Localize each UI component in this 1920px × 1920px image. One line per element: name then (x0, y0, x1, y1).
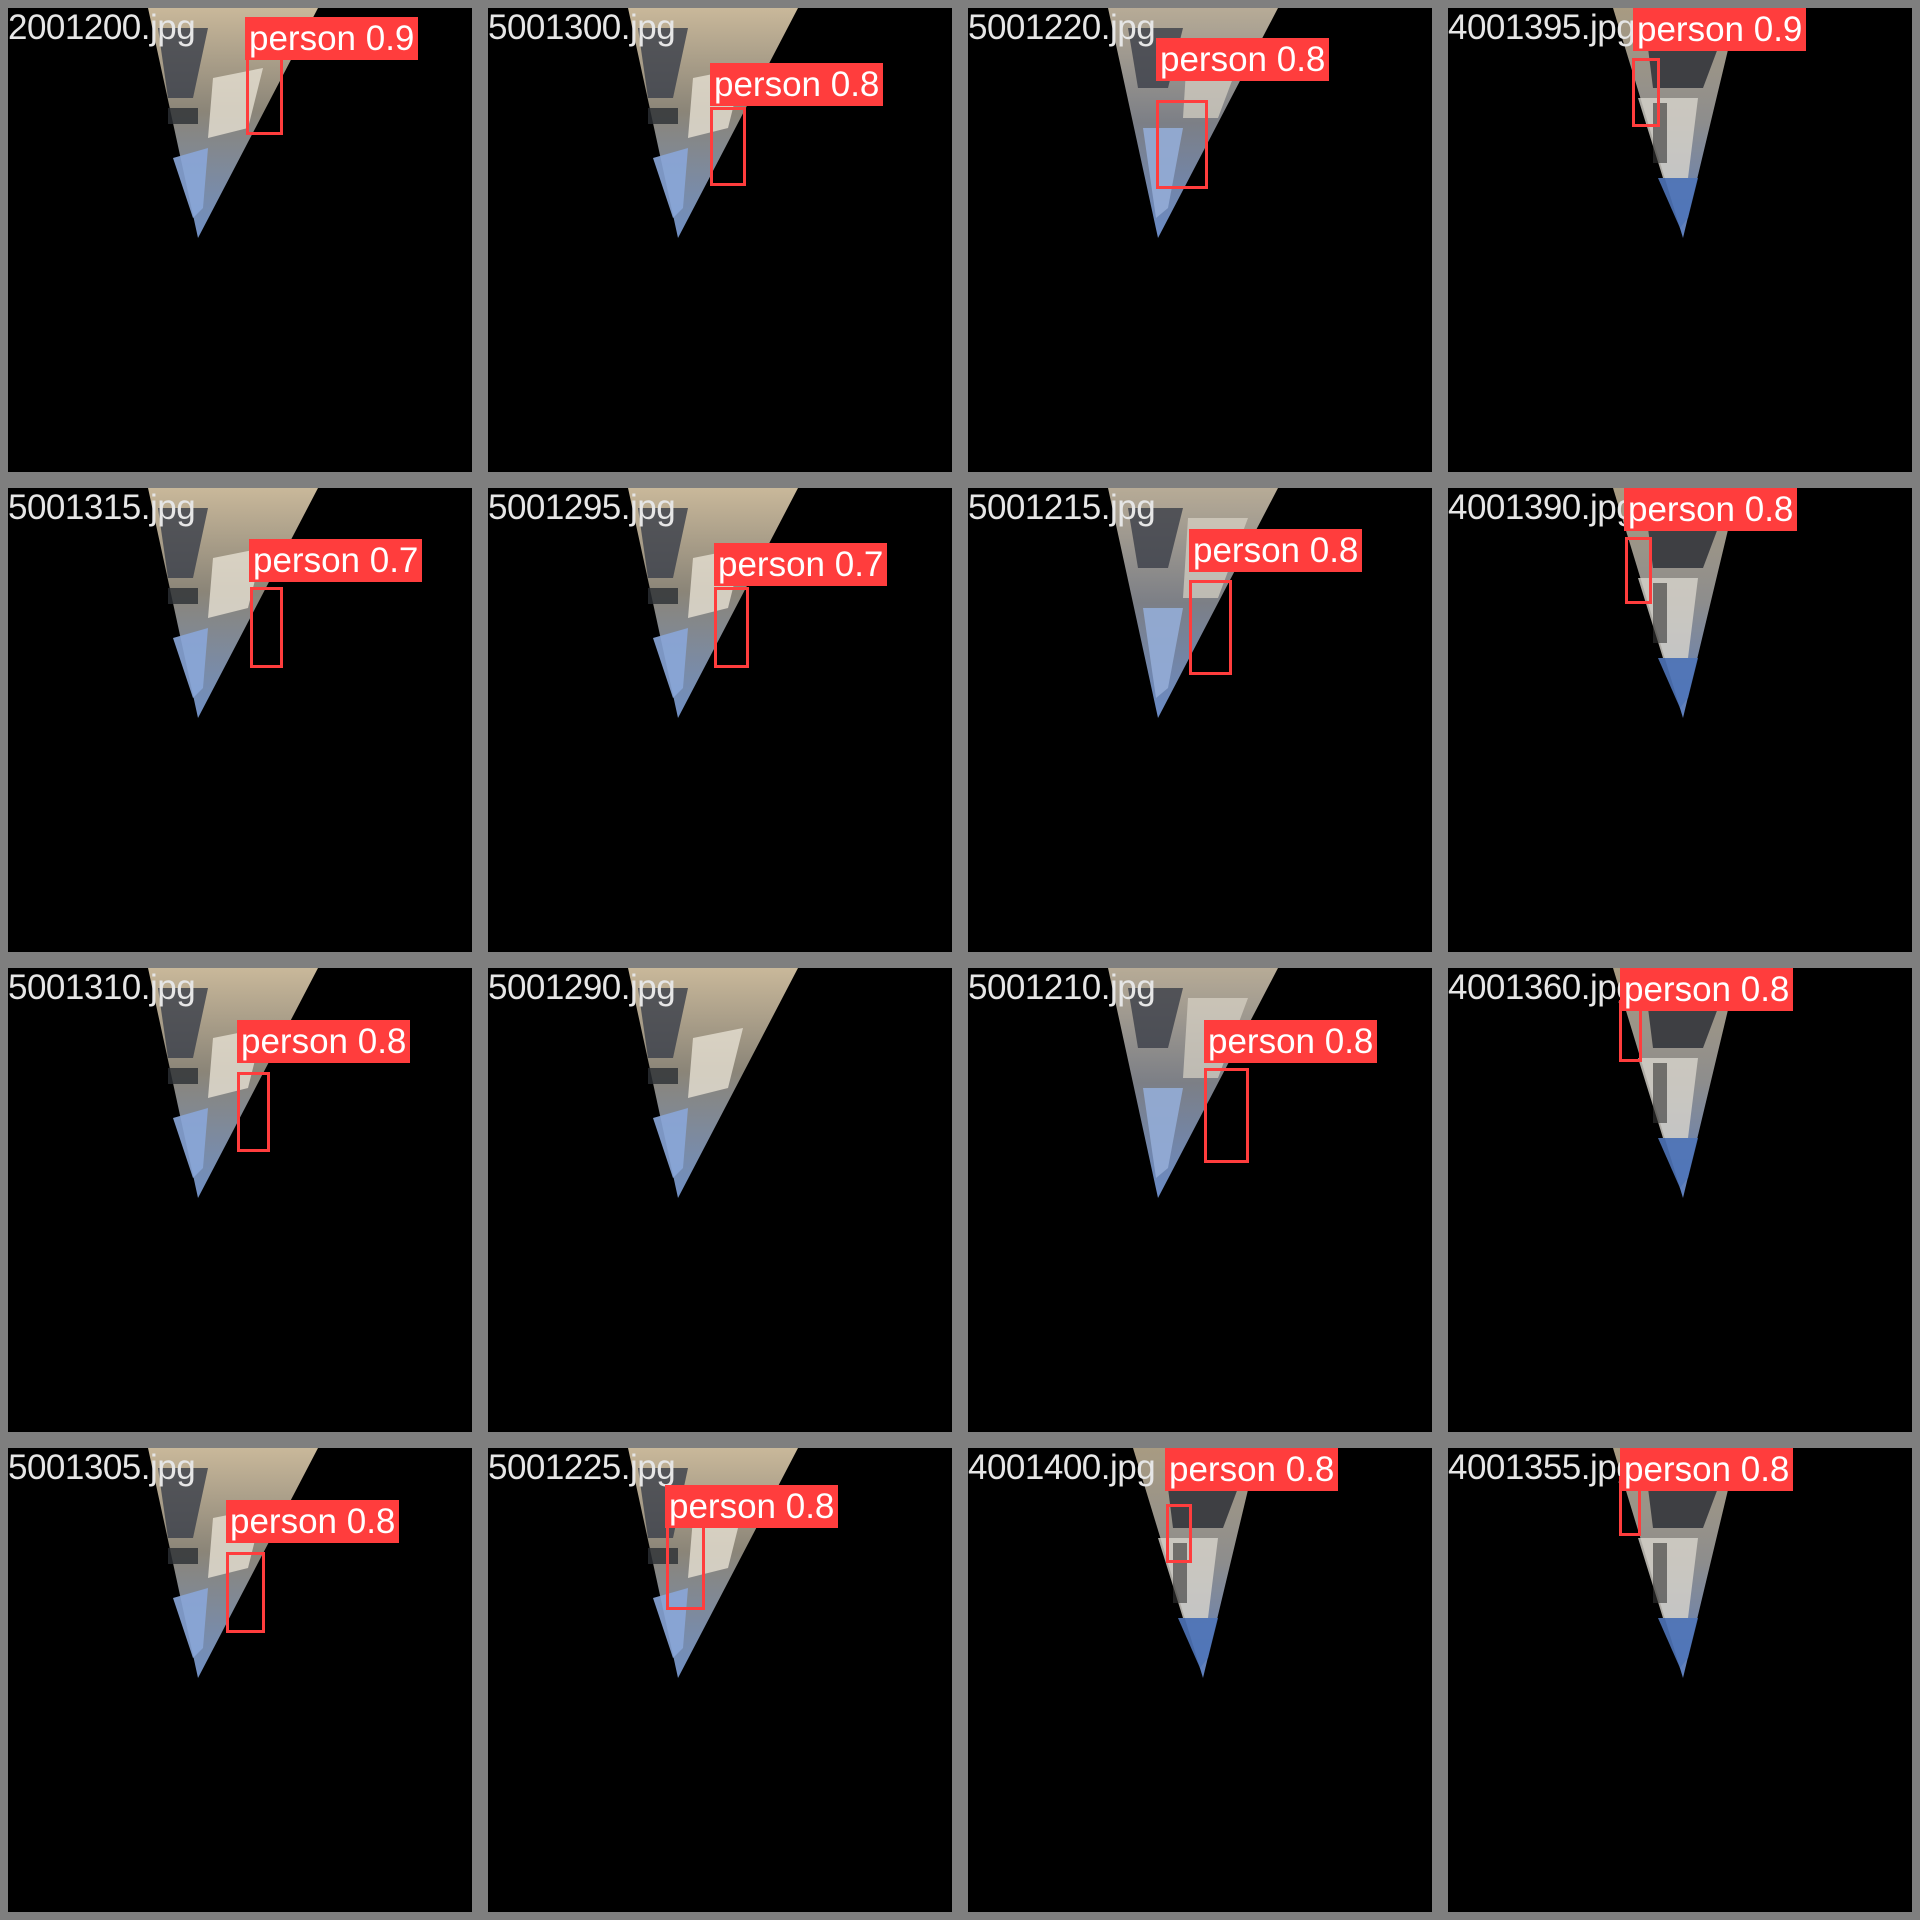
filename-label: 5001305.jpg (8, 1448, 196, 1487)
filename-label: 5001215.jpg (968, 488, 1156, 527)
detection-label: person 0.8 (1165, 1448, 1339, 1491)
bounding-box (710, 107, 746, 186)
image-tile: 5001295.jpg person 0.7 (488, 488, 952, 952)
detection-label: person 0.8 (1156, 38, 1330, 81)
bounding-box (1156, 100, 1208, 189)
detection-label: person 0.8 (1189, 529, 1363, 572)
image-tile: 4001360.jpg person 0.8 (1448, 968, 1912, 1432)
bounding-box (1204, 1068, 1249, 1163)
image-tile: 5001220.jpg person 0.8 (968, 8, 1432, 472)
image-tile: 2001200.jpg person 0.9 (8, 8, 472, 472)
image-tile: 4001390.jpg person 0.8 (1448, 488, 1912, 952)
bounding-box (1625, 537, 1652, 604)
bounding-box (1632, 58, 1660, 127)
bounding-box (246, 56, 283, 135)
detection-label: person 0.8 (1620, 1448, 1794, 1491)
image-tile: 4001395.jpg person 0.9 (1448, 8, 1912, 472)
image-tile: 4001400.jpg person 0.8 (968, 1448, 1432, 1912)
detection-label: person 0.8 (1620, 968, 1794, 1011)
bounding-box (666, 1519, 705, 1610)
bounding-box (1166, 1504, 1192, 1563)
image-tile: 5001225.jpg person 0.8 (488, 1448, 952, 1912)
filename-label: 5001210.jpg (968, 968, 1156, 1007)
filename-label: 4001390.jpg (1448, 488, 1636, 527)
filename-label: 5001290.jpg (488, 968, 676, 1007)
detection-label: person 0.8 (1204, 1020, 1378, 1063)
image-tile: 5001305.jpg person 0.8 (8, 1448, 472, 1912)
camera-frame-image (1133, 1448, 1258, 1678)
filename-label: 4001395.jpg (1448, 8, 1636, 47)
filename-label: 2001200.jpg (8, 8, 196, 47)
detection-label: person 0.8 (226, 1500, 400, 1543)
detection-label: person 0.8 (1624, 488, 1798, 531)
filename-label: 4001400.jpg (968, 1448, 1156, 1487)
camera-frame-image (148, 8, 318, 238)
filename-label: 4001360.jpg (1448, 968, 1636, 1007)
filename-label: 5001225.jpg (488, 1448, 676, 1487)
camera-frame-image (1613, 488, 1738, 718)
bounding-box (226, 1552, 265, 1633)
image-tile: 5001215.jpg person 0.8 (968, 488, 1432, 952)
camera-frame-image (628, 968, 798, 1198)
camera-frame-image (1613, 8, 1738, 238)
filename-label: 5001310.jpg (8, 968, 196, 1007)
detection-label: person 0.8 (710, 63, 884, 106)
detection-label: person 0.9 (245, 17, 419, 60)
image-tile: 5001315.jpg person 0.7 (8, 488, 472, 952)
filename-label: 4001355.jpg (1448, 1448, 1636, 1487)
detection-label: person 0.7 (714, 543, 888, 586)
image-tile: 5001290.jpg (488, 968, 952, 1432)
bounding-box (714, 587, 749, 668)
camera-frame-image (1613, 968, 1738, 1198)
filename-label: 5001220.jpg (968, 8, 1156, 47)
detection-label: person 0.8 (237, 1020, 411, 1063)
detection-label: person 0.8 (665, 1485, 839, 1528)
camera-frame-image (1613, 1448, 1738, 1678)
filename-label: 5001315.jpg (8, 488, 196, 527)
filename-label: 5001300.jpg (488, 8, 676, 47)
image-tile: 5001310.jpg person 0.8 (8, 968, 472, 1432)
image-tile: 5001300.jpg person 0.8 (488, 8, 952, 472)
filename-label: 5001295.jpg (488, 488, 676, 527)
detection-label: person 0.7 (249, 539, 423, 582)
bounding-box (1189, 580, 1232, 675)
bounding-box (237, 1072, 270, 1152)
image-tile: 4001355.jpg person 0.8 (1448, 1448, 1912, 1912)
detection-label: person 0.9 (1633, 8, 1807, 51)
image-tile: 5001210.jpg person 0.8 (968, 968, 1432, 1432)
bounding-box (250, 587, 283, 668)
